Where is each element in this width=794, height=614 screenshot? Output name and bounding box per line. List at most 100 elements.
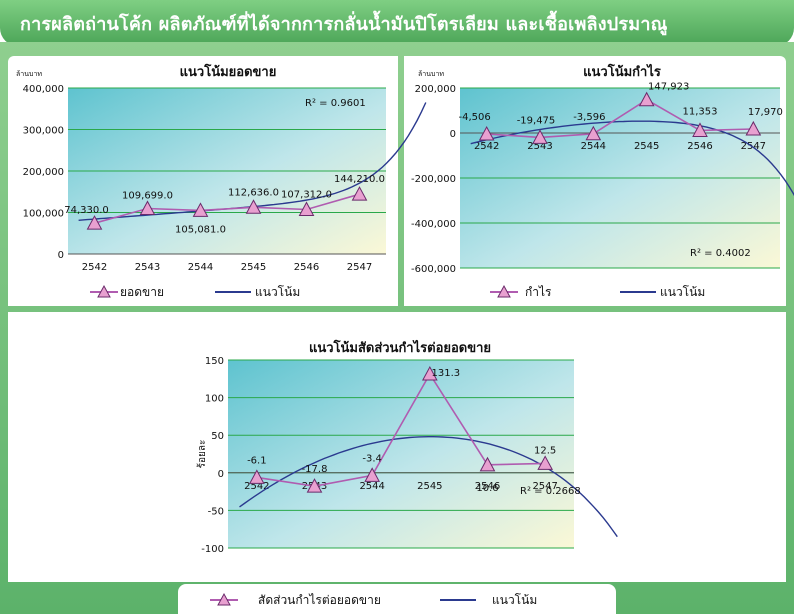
y-tick-label: 0 (450, 129, 456, 140)
data-label: 109,699.0 (122, 190, 173, 201)
profit-trend-chart: แนวโน้มกำไรล้านบาท-600,000-400,000-200,0… (411, 63, 794, 299)
chart-title: แนวโน้มกำไร (583, 63, 661, 80)
data-point-marker (306, 478, 323, 493)
data-point-marker (421, 366, 438, 381)
y-tick-label: -50 (208, 506, 224, 517)
data-point-marker (585, 125, 602, 141)
profit-ratio-trend-chart: แนวโน้มสัดส่วนกำไรต่อยอดขายร้อยละ-100-50… (196, 339, 618, 607)
x-tick-label: 2544 (359, 481, 384, 492)
r-squared-label: R² = 0.9601 (305, 98, 366, 109)
y-tick-label: 400,000 (23, 84, 64, 95)
data-point-marker (638, 91, 655, 107)
data-point-marker (351, 186, 368, 201)
y-unit-label: ล้านบาท (16, 70, 42, 78)
series-line (94, 193, 360, 224)
sales-trend-chart: แนวโน้มยอดขายล้านบาท0100,000200,000300,0… (16, 63, 427, 299)
data-point-marker (692, 122, 708, 137)
series-line (486, 98, 754, 139)
y-tick-label: -100 (201, 544, 224, 555)
page-title: การผลิตถ่านโค้ก ผลิตภัณฑ์ที่ได้จากการกลั… (20, 14, 668, 35)
y-tick-label: -200,000 (411, 174, 456, 185)
y-tick-label: 0 (218, 469, 224, 480)
data-label: 17,970 (748, 107, 783, 118)
data-point-marker (479, 456, 496, 472)
x-tick-label: 2545 (417, 481, 442, 492)
y-axis-label: ร้อยละ (196, 440, 208, 469)
data-label: -3,596 (573, 112, 605, 123)
legend-trend-label: แนวโน้ม (492, 593, 537, 607)
trend-line (239, 436, 618, 538)
data-label: 105,081.0 (175, 224, 226, 235)
data-point-marker (192, 202, 209, 217)
r-squared-label: R² = 0.2668 (520, 486, 581, 497)
data-label: 131.3 (432, 368, 461, 379)
legend-series-label: สัดส่วนกำไรต่อยอดขาย (258, 593, 381, 607)
plot-area (228, 360, 574, 548)
data-label: -6.1 (247, 455, 267, 466)
y-tick-label: -400,000 (411, 219, 456, 230)
legend-series-label: ยอดขาย (120, 285, 164, 299)
data-point-marker (298, 201, 315, 216)
legend-series-marker (97, 284, 111, 298)
x-tick-label: 2546 (687, 141, 712, 152)
data-point-marker (245, 199, 262, 214)
data-label: 147,923 (648, 82, 689, 93)
data-point-marker (745, 120, 762, 136)
data-point-marker (537, 455, 554, 470)
y-tick-label: 50 (211, 431, 224, 442)
data-point-marker (248, 469, 265, 484)
y-tick-label: -600,000 (411, 264, 456, 275)
header-background (0, 0, 794, 46)
y-tick-label: 200,000 (23, 167, 64, 178)
y-tick-label: 150 (205, 356, 224, 367)
ratio-legend-panel (178, 584, 616, 614)
y-tick-label: 100 (205, 394, 224, 405)
chart-title: แนวโน้มสัดส่วนกำไรต่อยอดขาย (309, 339, 491, 356)
x-tick-label: 2542 (474, 141, 499, 152)
data-point-marker (86, 215, 103, 230)
x-tick-label: 2547 (532, 481, 557, 492)
legend-trend-label: แนวโน้ม (255, 285, 300, 299)
data-label: 144,210.0 (334, 174, 385, 185)
x-tick-label: 2544 (188, 262, 213, 273)
x-tick-label: 2544 (581, 141, 606, 152)
legend-trend-label: แนวโน้ม (660, 285, 705, 299)
x-tick-label: 2546 (475, 481, 500, 492)
data-label: -19,475 (517, 115, 556, 126)
data-point-marker (364, 467, 381, 482)
x-tick-label: 2547 (347, 262, 372, 273)
r-squared-label: R² = 0.4002 (690, 248, 751, 259)
data-label: -17.8 (302, 464, 328, 475)
x-tick-label: 2543 (135, 262, 160, 273)
legend-series-marker (497, 284, 511, 298)
x-tick-label: 2545 (241, 262, 266, 273)
header-banner: การผลิตถ่านโค้ก ผลิตภัณฑ์ที่ได้จากการกลั… (0, 0, 794, 46)
legend-series-label: กำไร (525, 285, 552, 299)
data-label: 12.5 (534, 445, 556, 456)
x-tick-label: 2542 (244, 481, 269, 492)
chart-title: แนวโน้มยอดขาย (180, 63, 277, 80)
x-tick-label: 2542 (82, 262, 107, 273)
y-tick-label: 100,000 (23, 209, 64, 220)
data-label: 11,353 (683, 106, 718, 117)
data-point-marker (532, 129, 548, 144)
data-label: 112,636.0 (228, 187, 279, 198)
data-label: 74,330.0 (64, 205, 109, 216)
data-point-marker (139, 200, 156, 215)
trend-line (470, 120, 794, 197)
x-tick-label: 2543 (527, 141, 552, 152)
y-unit-label: ล้านบาท (418, 70, 444, 78)
data-label: 10.6 (476, 483, 498, 494)
data-label: 107,312.0 (281, 189, 332, 200)
x-tick-label: 2547 (741, 141, 766, 152)
y-tick-label: 0 (58, 250, 64, 261)
y-tick-label: 300,000 (23, 126, 64, 137)
y-tick-label: 200,000 (415, 84, 456, 95)
legend-series-marker (217, 592, 231, 606)
x-tick-label: 2545 (634, 141, 659, 152)
data-label: -4,506 (459, 112, 491, 123)
x-tick-label: 2546 (294, 262, 319, 273)
data-label: -3.4 (362, 453, 382, 464)
series-line (256, 372, 546, 488)
